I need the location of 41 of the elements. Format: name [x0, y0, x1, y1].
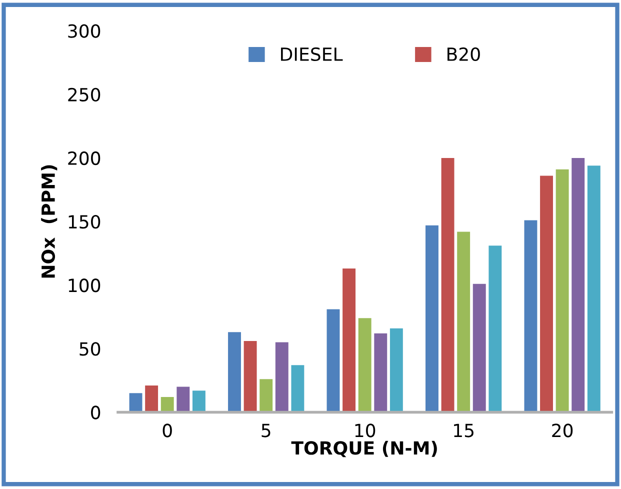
legend-label: DIESEL — [281, 47, 343, 62]
bar — [244, 341, 257, 412]
bar — [572, 158, 585, 412]
x-tick-label: 5 — [262, 424, 270, 438]
bar — [472, 284, 486, 412]
x-tick-label: 15 — [454, 424, 474, 438]
y-tick-label: 100 — [68, 278, 100, 292]
y-tick-label: 0 — [91, 406, 100, 420]
x-tick-label: 10 — [355, 424, 376, 438]
bar — [145, 386, 158, 412]
bar — [228, 332, 241, 412]
x-tick-label: 0 — [162, 424, 172, 438]
y-tick-label: 50 — [80, 342, 100, 356]
bar — [426, 225, 438, 412]
bar — [129, 393, 142, 412]
y-tick-label: 150 — [68, 214, 100, 229]
bar — [457, 232, 470, 412]
legend-label: B20 — [448, 47, 480, 62]
bar — [358, 318, 372, 412]
bar — [556, 169, 569, 412]
bar — [291, 365, 304, 412]
bar — [176, 386, 190, 412]
bar — [540, 176, 553, 412]
bar — [260, 379, 273, 412]
bar — [192, 390, 206, 412]
bar — [326, 309, 340, 412]
bar — [342, 268, 356, 412]
y-tick-label: 300 — [68, 24, 100, 38]
bar — [524, 220, 538, 412]
bar — [374, 333, 388, 412]
bar — [160, 396, 174, 412]
bar — [441, 158, 454, 412]
y-tick-label: 250 — [68, 88, 100, 102]
x-axis-title: TORQUE (N-M) — [291, 440, 437, 458]
y-axis-title: NOx (PPM) — [41, 165, 58, 278]
y-tick-label: 200 — [68, 151, 100, 166]
bar — [275, 342, 288, 412]
bar — [587, 166, 600, 412]
x-tick-label: 20 — [552, 424, 573, 438]
bar — [390, 328, 403, 412]
bar — [488, 246, 502, 412]
